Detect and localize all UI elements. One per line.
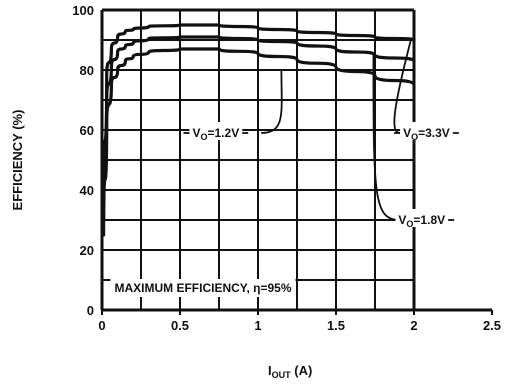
y-tick-label-60: 60 <box>80 123 94 138</box>
axis-ticks: 0 20 40 60 80 100 0 0.5 1 1.5 2 2.5 <box>72 3 501 333</box>
max-efficiency-annotation: MAXIMUM EFFICIENCY, η=95% <box>114 281 291 295</box>
series-label-sub-2: O <box>200 132 207 142</box>
series-label-rest-2: =1.2V <box>208 126 240 140</box>
series-label-1: VO=1.8V <box>398 213 445 229</box>
series-label-bg-2 <box>189 122 243 140</box>
series-label-0: VO=3.3V <box>403 126 450 142</box>
series-line-2 <box>102 47 416 237</box>
series-label-2: VO=1.2V <box>192 126 239 142</box>
series-label-sub-1: O <box>406 219 413 229</box>
x-tick-label-0: 0 <box>98 318 105 333</box>
x-axis-title-unit: (A) <box>291 363 313 378</box>
x-tick-label-0.5: 0.5 <box>171 318 189 333</box>
y-tick-label-40: 40 <box>80 183 94 198</box>
y-tick-label-100: 100 <box>72 3 94 18</box>
series-line-1 <box>102 35 416 222</box>
label-leader-0 <box>261 69 283 134</box>
series-label-main-2: V <box>192 126 200 140</box>
x-tick-label-2: 2 <box>410 318 417 333</box>
series-group <box>102 23 416 237</box>
series-label-bg-1 <box>395 209 449 227</box>
series-label-sub-0: O <box>411 132 418 142</box>
series-label-rest-1: =1.8V <box>413 213 445 227</box>
label-leader-1 <box>372 54 400 221</box>
label-leader-2 <box>393 39 412 134</box>
grid <box>100 8 492 312</box>
x-axis-title: IOUT (A) <box>268 363 312 380</box>
y-axis-title: EFFICIENCY (%) <box>10 110 25 211</box>
series-label-rest-0: =3.3V <box>418 126 450 140</box>
series-label-bg-0 <box>400 122 453 140</box>
x-tick-label-1.5: 1.5 <box>327 318 345 333</box>
series-line-0 <box>102 23 416 207</box>
series-label-main-0: V <box>403 126 411 140</box>
y-tick-label-80: 80 <box>80 63 94 78</box>
x-tick-label-2.5: 2.5 <box>483 318 501 333</box>
y-tick-label-0: 0 <box>87 303 94 318</box>
series-label-main-1: V <box>398 213 406 227</box>
y-tick-label-20: 20 <box>80 243 94 258</box>
x-tick-label-1: 1 <box>254 318 261 333</box>
x-axis-title-sub: OUT <box>272 370 292 380</box>
x-axis-title-main: I <box>268 363 272 378</box>
annotation-background <box>110 279 296 297</box>
